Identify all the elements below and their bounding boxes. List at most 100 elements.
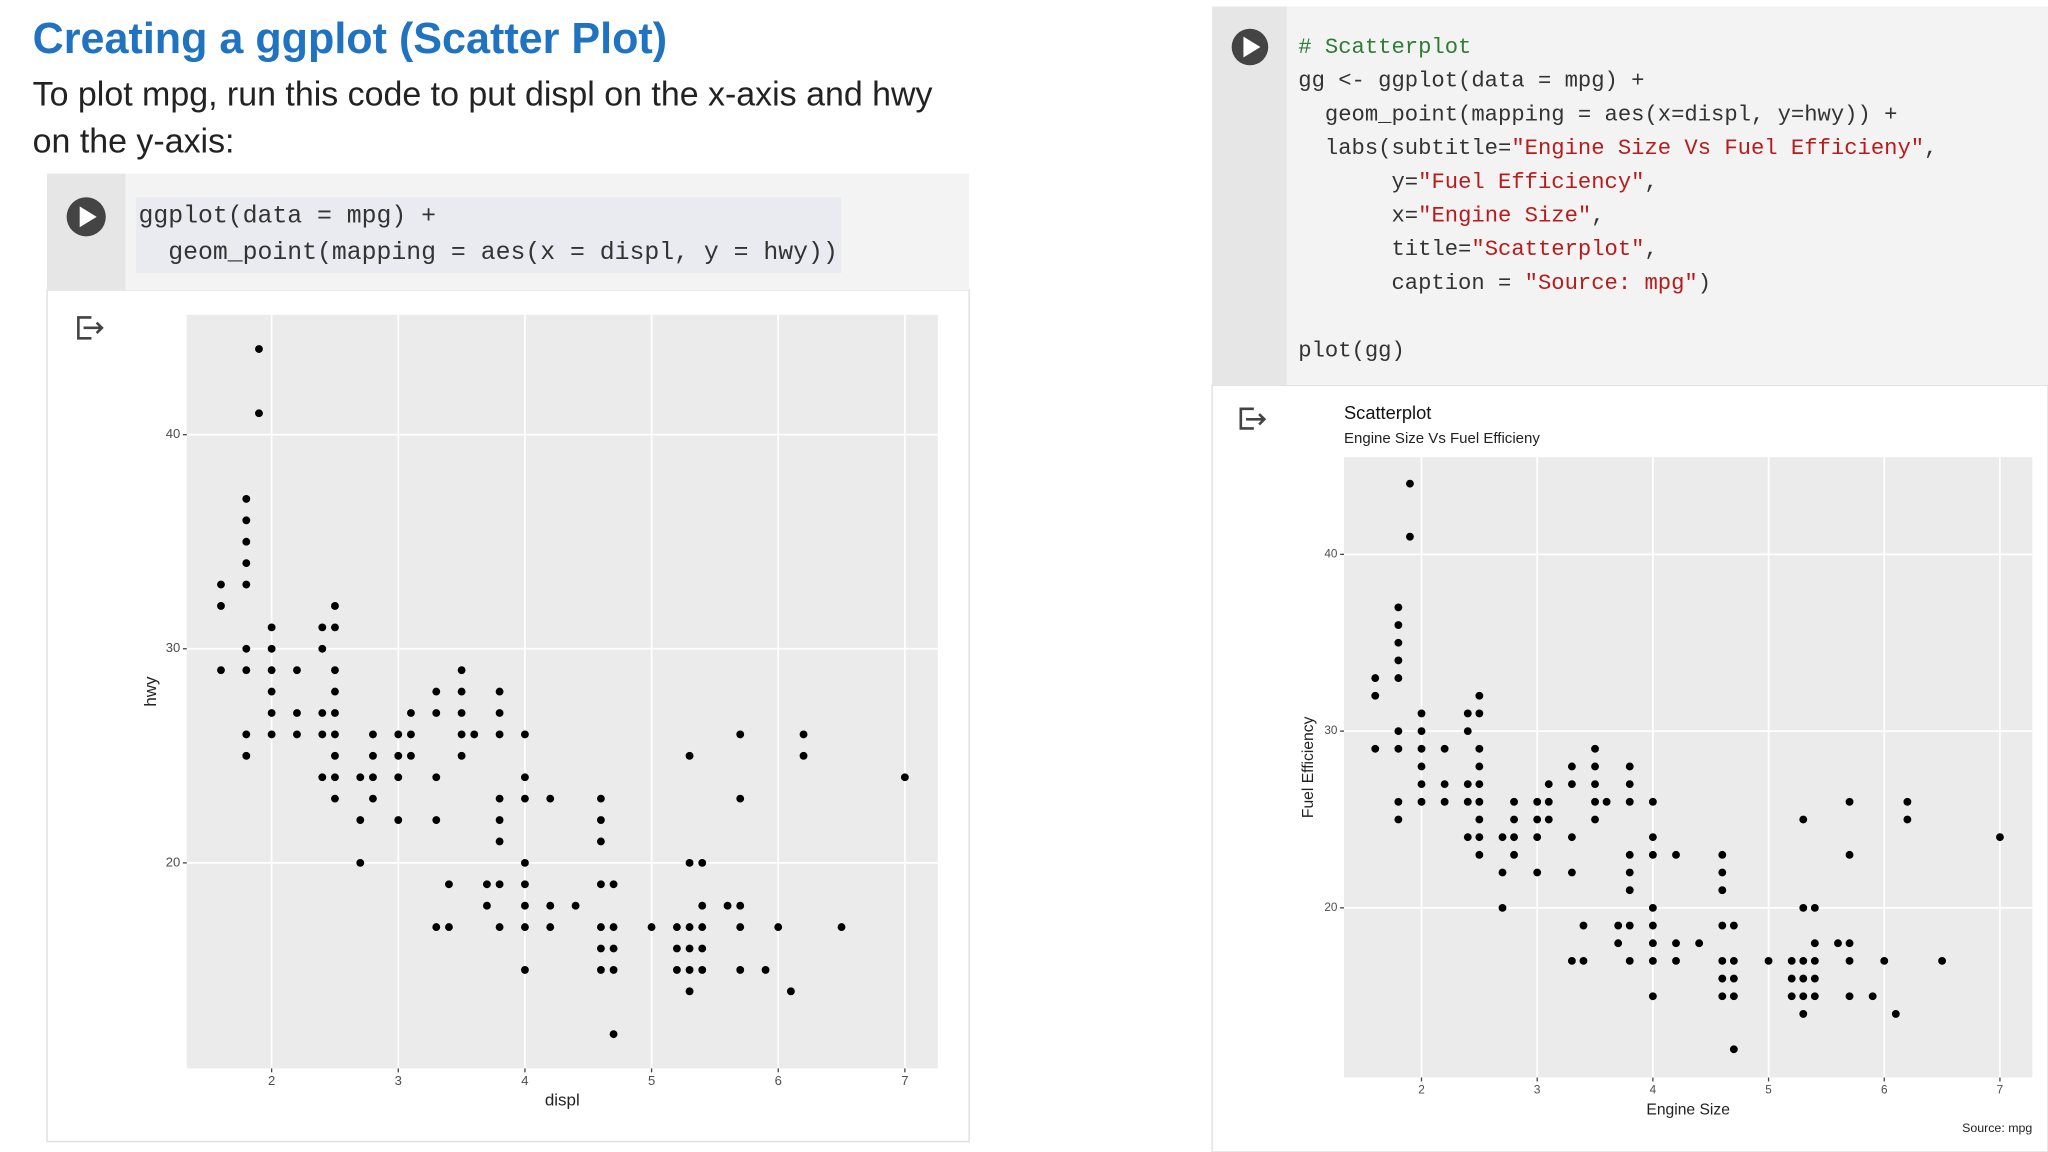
point (685, 944, 694, 953)
x-tick-label: 4 (521, 1073, 528, 1088)
point (267, 623, 276, 632)
point (242, 730, 251, 739)
y-tick-label: 30 (1324, 724, 1338, 737)
point (1845, 850, 1854, 859)
x-tick-label: 5 (1765, 1084, 1772, 1097)
point (521, 730, 529, 739)
point (318, 773, 327, 782)
point (1510, 797, 1518, 806)
point (432, 816, 441, 824)
point (1498, 833, 1507, 842)
point (609, 966, 618, 974)
point (356, 816, 365, 824)
point (1625, 886, 1634, 895)
slide-text: To plot mpg, run this code to put displ … (33, 76, 933, 114)
point (647, 923, 656, 932)
point (1591, 744, 1599, 753)
point (672, 923, 681, 932)
output-icon (1239, 407, 1267, 430)
point (445, 923, 453, 932)
x-tick-label: 2 (1418, 1084, 1425, 1097)
code-line: geom_point(mapping = aes(x=displ, y=hwy)… (1298, 102, 1897, 127)
point (331, 794, 339, 803)
point (432, 687, 441, 696)
point (495, 880, 504, 889)
x-tick-label: 5 (648, 1073, 655, 1088)
code-line: title="Scatterplot", (1298, 237, 1658, 262)
point (394, 773, 403, 782)
point (1394, 674, 1403, 683)
point (1810, 939, 1819, 948)
point (736, 730, 745, 739)
code-token: "Engine Size" (1418, 203, 1591, 228)
point (596, 880, 605, 889)
point (1718, 956, 1727, 965)
cell-gutter (1212, 6, 1287, 386)
point (1810, 956, 1819, 965)
point (1567, 762, 1576, 771)
code-token: , (1644, 237, 1657, 262)
point (596, 816, 605, 824)
point (1729, 1045, 1738, 1054)
point (495, 794, 504, 803)
point (1475, 815, 1484, 824)
point (1729, 974, 1738, 983)
point (609, 923, 618, 932)
point (1625, 762, 1634, 771)
point (1544, 797, 1553, 806)
code-line: # Scatterplot (1298, 35, 1471, 60)
point (1625, 868, 1634, 877)
code-token: "Scatterplot" (1471, 237, 1644, 262)
code-cell (1212, 6, 2048, 386)
y-tick-label: 20 (166, 854, 181, 869)
point (1718, 921, 1727, 930)
point (1591, 780, 1599, 789)
point (331, 751, 339, 760)
code-token: gg <- ggplot(data = mpg) + (1298, 69, 1644, 94)
point (1567, 956, 1576, 965)
point (318, 644, 327, 653)
point (1787, 992, 1796, 1001)
point (1695, 939, 1704, 948)
point (1718, 974, 1727, 983)
point (1591, 762, 1599, 771)
code-token: caption = (1298, 271, 1524, 296)
point (596, 944, 605, 953)
point (672, 944, 681, 953)
point (1625, 921, 1634, 930)
point (457, 687, 466, 696)
point (1371, 691, 1380, 700)
point (495, 816, 504, 824)
x-axis-label: Engine Size (1646, 1101, 1730, 1118)
point (470, 730, 479, 739)
point (267, 644, 276, 653)
point (407, 751, 415, 760)
point (1729, 956, 1738, 965)
point (1475, 780, 1484, 789)
point (495, 730, 504, 739)
y-tick-label: 40 (166, 426, 181, 441)
chart-subtitle: Engine Size Vs Fuel Efficieny (1344, 430, 1540, 447)
x-tick-label: 6 (775, 1073, 782, 1088)
point (267, 709, 276, 717)
point (1729, 992, 1738, 1001)
point (596, 794, 605, 803)
point (1996, 833, 2004, 842)
point (457, 730, 466, 739)
point (1498, 868, 1507, 877)
point (1567, 833, 1576, 842)
point (457, 751, 466, 760)
code-token: ) (1698, 271, 1711, 296)
point (672, 966, 681, 974)
code-line: gg <- ggplot(data = mpg) + (1298, 69, 1644, 94)
point (1463, 797, 1472, 806)
code-line: geom_point(mapping = aes(x = displ, y = … (138, 239, 837, 267)
point (495, 709, 504, 717)
point (331, 666, 339, 675)
point (394, 751, 403, 760)
point (331, 687, 339, 696)
point (1672, 850, 1680, 859)
slide-title: Creating a ggplot (Scatter Plot) (33, 15, 667, 63)
